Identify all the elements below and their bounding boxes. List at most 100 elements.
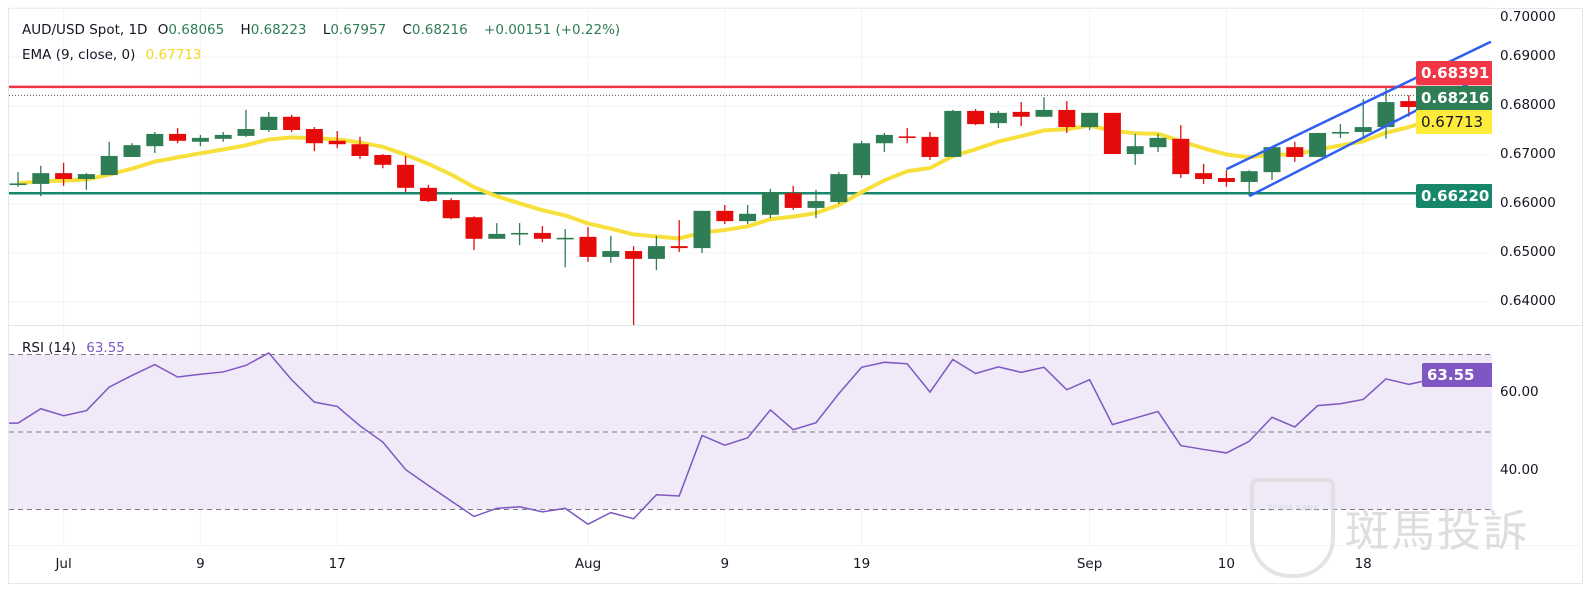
candle <box>419 184 437 203</box>
ema-legend: EMA (9, close, 0) 0.67713 <box>22 47 207 63</box>
date-tick-label: Aug <box>574 556 602 572</box>
candle <box>830 172 848 204</box>
candle-body <box>55 173 73 180</box>
support-price-tag: 0.66220 <box>1416 184 1492 208</box>
candle-body <box>716 210 734 222</box>
candle <box>602 235 620 263</box>
low-label: L <box>322 22 331 38</box>
candle <box>1195 163 1213 184</box>
candle-body <box>191 137 209 142</box>
close-label: C <box>402 22 412 38</box>
candle <box>784 185 802 210</box>
rsi-tick-label: 40.00 <box>1500 461 1539 478</box>
price-tick-label: 0.67000 <box>1500 146 1556 162</box>
candle <box>1058 101 1076 133</box>
candle-body <box>1081 112 1099 128</box>
candle-body <box>602 251 620 257</box>
candle <box>32 165 50 197</box>
candle-body <box>442 200 460 219</box>
candle-body <box>1331 131 1349 134</box>
candle-body <box>419 187 437 202</box>
candle-body <box>1035 109 1053 117</box>
candle <box>328 130 346 149</box>
candle-body <box>807 201 825 208</box>
price-tick-label: 0.66000 <box>1500 195 1556 211</box>
candle <box>511 223 529 246</box>
candle <box>1331 124 1349 138</box>
candle <box>100 141 118 176</box>
candle <box>693 210 711 253</box>
candle <box>761 188 779 219</box>
candle <box>989 110 1007 129</box>
candle <box>1149 133 1167 153</box>
close-value: 0.68216 <box>411 22 468 38</box>
candle <box>9 172 27 187</box>
candle-body <box>1309 132 1327 157</box>
ema-line <box>17 118 1433 241</box>
candle-body <box>875 134 893 144</box>
candle <box>921 131 939 160</box>
candle-body <box>1103 112 1121 155</box>
candle <box>397 155 415 193</box>
candle-body <box>100 155 118 176</box>
candle <box>1263 147 1281 180</box>
rsi-tick-label: 60.00 <box>1500 384 1539 401</box>
candle-body <box>670 246 688 249</box>
candle-body <box>1195 173 1213 180</box>
candle-body <box>397 164 415 188</box>
candle <box>853 140 871 179</box>
candle-body <box>1149 137 1167 148</box>
candle <box>647 235 665 271</box>
candle-body <box>214 134 232 139</box>
candle-body <box>784 193 802 208</box>
candle <box>1217 170 1235 187</box>
watermark-text: 斑馬投訴 <box>1345 506 1529 557</box>
candle <box>739 204 757 225</box>
candle-body <box>169 133 187 141</box>
candle-body <box>1354 127 1372 132</box>
candle-body <box>260 116 278 131</box>
candle <box>214 131 232 142</box>
watermark-shield-logo: ZEBRA RANK <box>1250 478 1335 578</box>
candle <box>670 220 688 253</box>
candle <box>533 226 551 243</box>
date-tick-label: 19 <box>853 556 871 572</box>
candle <box>1286 141 1304 162</box>
candle <box>1354 99 1372 137</box>
candle-body <box>1012 111 1030 117</box>
candle-body <box>1126 146 1144 155</box>
candle <box>374 154 392 169</box>
candle <box>351 136 369 159</box>
ohlc-legend: AUD/USD Spot, 1D O0.68065 H0.68223 L0.67… <box>22 22 626 38</box>
candle-body <box>488 233 506 239</box>
candle <box>77 173 95 190</box>
candle-body <box>830 174 848 203</box>
ema-label: EMA (9, close, 0) <box>22 47 136 63</box>
date-tick-label: 18 <box>1354 556 1372 572</box>
candle-body <box>579 236 597 257</box>
date-tick-label: Jul <box>55 556 72 572</box>
ema-value: 0.67713 <box>145 47 202 63</box>
candle <box>1377 87 1395 139</box>
candle-body <box>374 155 392 165</box>
date-tick-label: 9 <box>720 556 730 572</box>
candle-body <box>1377 102 1395 128</box>
candle-body <box>625 251 643 259</box>
candle-body <box>77 174 95 180</box>
resistance-price-tag: 0.68391 <box>1416 61 1492 85</box>
candle <box>465 216 483 251</box>
candle-body <box>739 213 757 222</box>
candle-body <box>123 145 141 157</box>
candle-body <box>1400 101 1418 107</box>
open-label: O <box>157 22 169 38</box>
price-tick-label: 0.68000 <box>1500 97 1556 113</box>
candle <box>1172 125 1190 179</box>
candle <box>191 134 209 147</box>
candle-body <box>32 173 50 184</box>
candle-body <box>921 136 939 157</box>
candle <box>625 246 643 325</box>
candle <box>305 127 323 152</box>
price-tick-label: 0.70000 <box>1500 9 1556 25</box>
high-value: 0.68223 <box>250 22 307 38</box>
